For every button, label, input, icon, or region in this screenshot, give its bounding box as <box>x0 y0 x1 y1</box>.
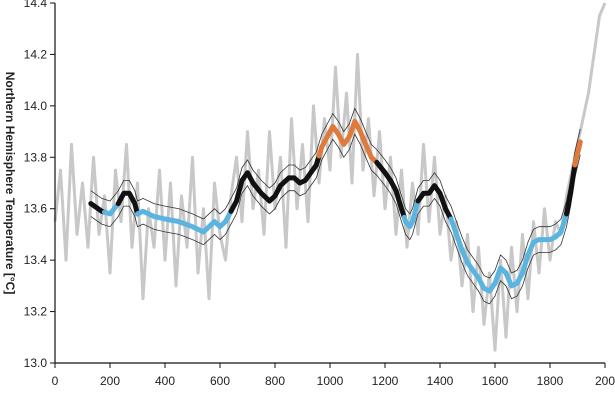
y-axis-title: Northern Hemisphere Temperature [°C] <box>3 72 17 295</box>
smoothed-segment-warm-5 <box>316 118 380 165</box>
x-tick-label: 200 <box>595 374 615 388</box>
y-tick-label: 14.2 <box>24 47 48 61</box>
x-ticks: 0 200 400 600 800 1000 1200 1400 1600 1800 200 <box>52 363 615 388</box>
x-tick-label: 200 <box>100 374 120 388</box>
smoothed-segment-cold-3 <box>135 208 234 235</box>
y-tick-label: 14.0 <box>24 99 48 113</box>
y-tick-label: 13.2 <box>24 305 48 319</box>
y-tick-label: 14.4 <box>24 0 48 10</box>
x-tick-label: 800 <box>265 374 285 388</box>
smoothed-segment-cold-7 <box>401 198 421 230</box>
y-tick-label: 13.8 <box>24 150 48 164</box>
y-tick-label: 13.0 <box>24 356 48 370</box>
smoothed-segment-neutral-10 <box>564 162 578 217</box>
uncertainty-band-layer <box>90 107 581 305</box>
x-tick-label: 0 <box>52 374 59 388</box>
smoothed-segment-cold-9 <box>448 211 569 294</box>
x-tick-label: 1200 <box>372 374 399 388</box>
raw-series-layer <box>53 2 607 352</box>
x-tick-label: 1600 <box>482 374 509 388</box>
smoothed-segment-neutral-4 <box>228 153 322 214</box>
x-tick-label: 1000 <box>317 374 344 388</box>
y-tick-label: 13.4 <box>24 253 48 267</box>
smoothed-segment-neutral-8 <box>415 183 454 222</box>
uncertainty-band-lower <box>90 133 581 305</box>
smoothed-segment-neutral-6 <box>374 159 407 220</box>
smoothed-segment-cold-1 <box>102 201 121 217</box>
uncertainty-band-upper <box>90 107 581 279</box>
y-tick-label: 13.6 <box>24 202 48 216</box>
x-tick-label: 1800 <box>537 374 564 388</box>
x-tick-label: 1400 <box>427 374 454 388</box>
x-tick-label: 400 <box>155 374 175 388</box>
y-ticks: 13.0 13.2 13.4 13.6 13.8 14.0 14.2 14.4 <box>24 0 55 370</box>
smoothed-segment-warm-11 <box>572 139 583 168</box>
raw-series-line <box>53 2 607 352</box>
smoothed-segment-neutral-2 <box>115 190 140 217</box>
x-tick-label: 600 <box>210 374 230 388</box>
smoothed-series-layer <box>88 118 583 294</box>
